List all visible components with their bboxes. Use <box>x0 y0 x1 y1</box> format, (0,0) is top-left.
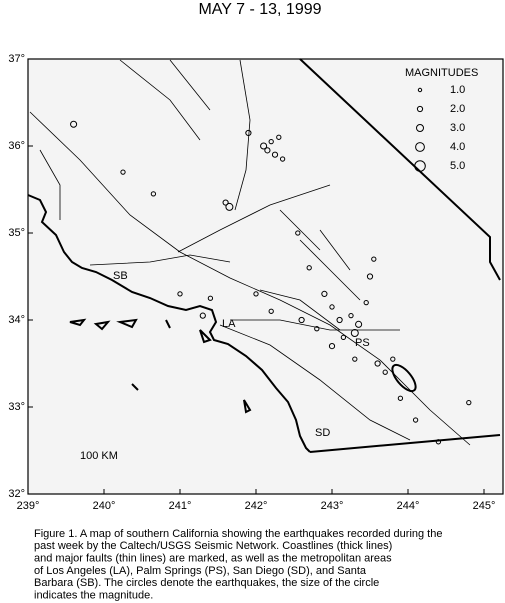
title: MAY 7 - 13, 1999 <box>198 1 321 18</box>
earthquake <box>199 312 206 319</box>
faults <box>29 59 471 446</box>
earthquake <box>329 304 335 310</box>
caption-line: Figure 1. A map of southern California s… <box>34 528 442 540</box>
y-tick-label: 33° <box>8 401 25 413</box>
earthquake <box>397 395 404 401</box>
legend-label: 5.0 <box>450 160 465 172</box>
earthquake <box>225 202 234 211</box>
fault <box>29 111 471 446</box>
place-label: LA <box>222 318 236 330</box>
earthquake <box>412 417 419 423</box>
x-tick-label: 243° <box>321 500 344 512</box>
fault <box>234 59 251 211</box>
x-tick-label: 244° <box>397 500 420 512</box>
earthquake <box>295 230 301 236</box>
mexico-border <box>309 434 501 453</box>
legend-symbol <box>415 142 425 152</box>
earthquake <box>366 273 374 280</box>
fault <box>89 254 231 266</box>
earthquake <box>207 295 214 301</box>
place-label: PS <box>355 337 370 349</box>
earthquake <box>150 191 157 197</box>
legend-symbol <box>417 87 423 93</box>
y-tick-label: 34° <box>8 314 25 326</box>
earthquake <box>371 256 377 262</box>
legend-label: 1.0 <box>450 84 465 96</box>
earthquake <box>466 400 472 406</box>
earthquake <box>253 291 259 297</box>
x-tick-label: 241° <box>169 500 192 512</box>
legend-title: MAGNITUDES <box>405 67 478 79</box>
earthquake <box>352 356 358 362</box>
earthquake <box>328 343 336 350</box>
earthquake <box>271 151 279 158</box>
earthquake <box>355 320 363 328</box>
earthquake <box>177 291 183 297</box>
earthquake <box>382 369 388 375</box>
earthquake <box>298 316 305 324</box>
fault <box>177 184 331 253</box>
y-tick-label: 32° <box>8 488 25 500</box>
state-border <box>299 58 501 281</box>
earthquake <box>350 329 359 338</box>
legend-label: 3.0 <box>450 122 465 134</box>
place-label: SD <box>315 427 330 439</box>
x-tick-label: 240° <box>93 500 116 512</box>
coastlines <box>27 58 501 453</box>
earthquake <box>264 147 271 154</box>
x-tick-label: 245° <box>473 500 496 512</box>
legend-symbol <box>416 124 424 132</box>
place-label: SB <box>113 270 128 282</box>
earthquake <box>222 199 229 206</box>
earthquake <box>363 299 369 306</box>
scale-label: 100 KM <box>80 450 118 462</box>
y-tick-label: 36° <box>8 140 25 152</box>
earthquake <box>306 265 312 271</box>
earthquake <box>120 169 126 175</box>
fault <box>259 209 361 331</box>
caption-line: indicates the magnitude. <box>34 589 153 601</box>
x-tick-label: 239° <box>17 500 40 512</box>
earthquake <box>390 356 396 362</box>
earthquake <box>336 316 343 324</box>
legend-symbol <box>414 160 426 172</box>
legend-label: 2.0 <box>450 103 465 115</box>
fault <box>230 319 400 331</box>
earthquake <box>374 360 381 367</box>
coastline <box>27 194 311 453</box>
earthquake <box>268 308 274 314</box>
earthquake <box>260 142 268 150</box>
earthquake <box>276 134 282 140</box>
earthquake <box>348 313 354 319</box>
earthquake <box>70 120 78 128</box>
caption-line: past week by the Caltech/USGS Seismic Ne… <box>34 540 392 552</box>
caption: Figure 1. A map of southern California s… <box>34 528 442 602</box>
y-tick-label: 35° <box>8 227 25 239</box>
earthquake <box>245 129 252 137</box>
x-tick-label: 242° <box>245 500 268 512</box>
earthquake <box>435 439 442 445</box>
y-tick-label: 37° <box>8 53 25 65</box>
caption-line: and major faults (thin lines) are marked… <box>34 553 392 565</box>
fault <box>219 324 411 441</box>
earthquake <box>340 334 347 341</box>
islands <box>69 318 252 414</box>
earthquake <box>268 139 274 145</box>
salton-sea <box>391 363 417 393</box>
earthquake <box>321 290 328 297</box>
legend-symbol <box>416 105 424 113</box>
earthquake <box>279 156 286 162</box>
caption-line: of Los Angeles (LA), Palm Springs (PS), … <box>34 565 367 577</box>
caption-line: Barbara (SB). The circles denote the ear… <box>34 577 379 589</box>
fault <box>39 59 211 220</box>
map-frame <box>27 58 504 495</box>
legend-label: 4.0 <box>450 141 465 153</box>
earthquake <box>314 326 320 332</box>
